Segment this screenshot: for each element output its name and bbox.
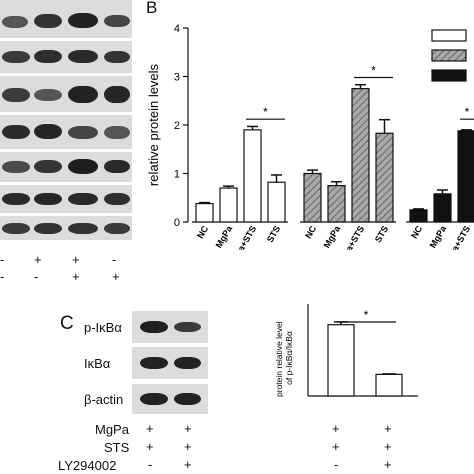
blot-ikba [132,347,208,379]
bar [457,130,474,223]
x-tick-label: MgPa [322,223,343,250]
bar [219,187,238,223]
sign: + [184,421,192,436]
bar [327,185,346,223]
blot-strip-4 [0,115,132,149]
sign: + [384,457,392,472]
blot-strip-3 [0,76,132,112]
sign: - [0,252,5,267]
significance-star: * [371,63,376,77]
bar-series [307,304,418,397]
significance-star: * [263,105,268,119]
y-tick-label: 1 [174,169,180,181]
blot-strip-2 [0,41,132,73]
significance-marks: * [338,308,396,323]
legend-swatch [431,49,467,62]
bar [409,209,428,223]
sign: - [0,269,5,284]
sign: + [34,252,42,267]
legend-swatch [431,29,467,42]
legend-swatch [431,69,467,82]
y-axis-ticks: 0 1 2 3 4 [174,23,189,229]
sign: - [112,252,117,267]
blot-label-p-ikba: p-IκBα [84,320,122,335]
x-tick-label: STS [373,224,390,244]
y-tick-label: 4 [174,23,180,35]
sign: + [184,457,192,472]
treatment-label-mgpa: MgPa [95,422,129,437]
y-axis-label: relative protein levels [146,63,161,186]
x-tick-label: NC [409,224,424,241]
legend [431,29,467,82]
sign: - [148,457,153,472]
bar [433,193,452,223]
panel-b-letter: B [146,0,158,17]
significance-star: * [364,308,369,322]
sign: + [384,421,392,436]
sign: + [112,269,120,284]
bar [375,132,394,223]
sign: + [146,439,154,454]
x-tick-label: NC [195,224,210,241]
significance-star: * [465,105,470,119]
blot-strip-1 [0,0,132,38]
bar [351,88,370,223]
sign: + [332,439,340,454]
bar [195,202,214,223]
panel-c-letter: C [60,313,74,334]
y-tick-label: 3 [174,72,180,84]
sign: + [72,269,80,284]
bar-series [192,83,474,223]
y-tick-label: 0 [174,217,180,229]
sign: + [384,439,392,454]
panel-a-blot-stack [0,0,132,240]
blot-label-beta-actin: β-actin [84,392,124,407]
sign: + [72,252,80,267]
blot-beta-actin [132,384,208,414]
bar [375,373,403,397]
x-tick-label: STS [265,224,282,244]
sign: - [334,457,339,472]
treatment-label-sts: STS [104,440,130,455]
sign: + [146,421,154,436]
sign: + [184,439,192,454]
panel-a-signs: - + + - - - + + [0,252,132,288]
blot-strip-6 [0,185,132,213]
panel-c-chart: protein relative level of p-IκBα/IκBα * [274,304,418,397]
x-tick-label: NC [303,224,318,241]
y-axis-label: protein relative level of p-IκBα/IκBα [274,319,294,397]
blot-label-ikba: IκBα [84,356,111,371]
blot-strip-7 [0,216,132,240]
y-axis-label-line-2: of p-IκBα/IκBα [284,331,294,385]
bar [243,129,262,223]
bar [267,181,286,223]
blot-p-ikba [132,311,208,343]
y-tick-label: 2 [174,120,180,132]
y-axis-label-line-1: protein relative level [274,321,284,397]
sign: - [34,269,39,284]
treatment-label-ly294002: LY294002 [58,458,117,473]
blot-strip-5 [0,152,132,182]
bar [303,172,322,223]
x-tick-label: MgPa [428,223,449,250]
sign: + [332,421,340,436]
bar [327,324,355,397]
significance-marks: * * * [246,63,474,120]
x-tick-label: MgPa [214,223,235,250]
